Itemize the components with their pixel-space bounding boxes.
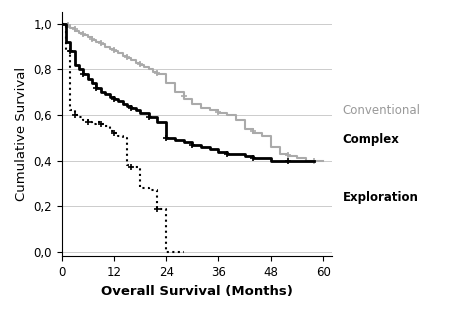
Y-axis label: Cumulative Survival: Cumulative Survival [15, 67, 27, 201]
Text: Exploration: Exploration [343, 191, 419, 204]
Text: Complex: Complex [343, 133, 400, 146]
X-axis label: Overall Survival (Months): Overall Survival (Months) [101, 285, 292, 298]
Text: Conventional: Conventional [343, 104, 420, 116]
